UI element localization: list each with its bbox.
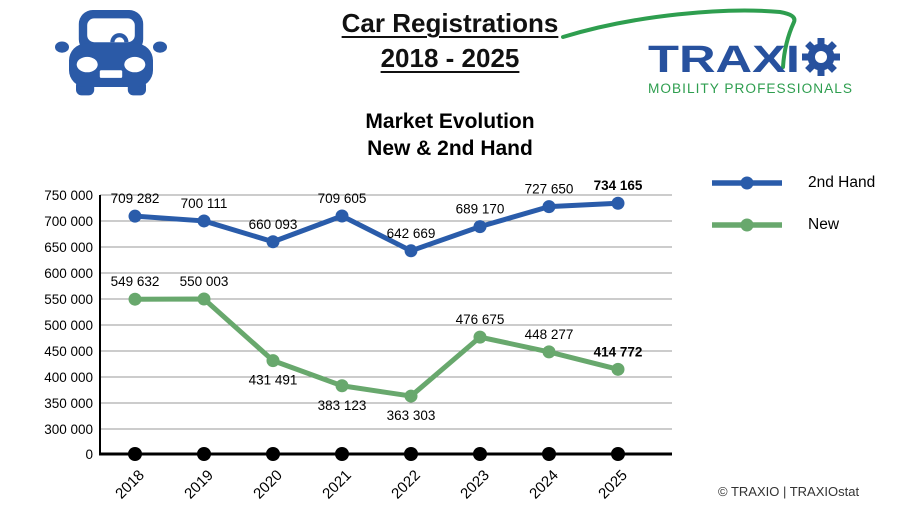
baseline-marker <box>197 447 211 461</box>
y-axis-tick-label: 450 000 <box>44 344 93 359</box>
chart-title-line1: Market Evolution <box>365 110 535 133</box>
legend-swatch-new <box>712 218 782 232</box>
page-title-line1: Car Registrations <box>341 8 559 38</box>
data-point <box>197 214 211 228</box>
legend-swatch-2nd-hand <box>712 176 782 190</box>
x-axis-tick-label: 2023 <box>457 467 493 503</box>
data-point <box>473 330 487 344</box>
data-point-label: 431 491 <box>249 373 298 388</box>
data-point <box>335 209 349 223</box>
data-point <box>197 292 211 306</box>
data-point-label: 383 123 <box>318 398 367 413</box>
data-point <box>542 200 556 214</box>
chart-title: Market Evolution New & 2nd Hand <box>0 108 900 163</box>
data-point <box>404 389 418 403</box>
data-point-label: 549 632 <box>111 274 160 289</box>
data-point <box>266 354 280 368</box>
data-point-label: 700 111 <box>181 196 228 211</box>
data-point <box>335 379 349 393</box>
x-axis-tick-label: 2019 <box>181 467 217 503</box>
data-point <box>128 292 142 306</box>
series-line-2nd-hand <box>132 200 621 254</box>
data-point-label: 709 282 <box>111 191 160 206</box>
data-point-label: 709 605 <box>318 191 367 206</box>
y-axis-tick-label: 400 000 <box>44 370 93 385</box>
copyright-text: © TRAXIO | TRAXIOstat <box>718 484 860 499</box>
car-icon <box>55 10 167 96</box>
gear-icon <box>802 38 840 76</box>
baseline-marker <box>335 447 349 461</box>
data-point <box>611 362 625 376</box>
baseline-marker <box>473 447 487 461</box>
data-point <box>128 209 142 223</box>
line-chart-plot: 750 000 700 000 650 000 600 000 550 000 500 0… <box>44 178 672 503</box>
y-axis-tick-label: 700 000 <box>44 214 93 229</box>
car-icon-shapes <box>55 10 167 96</box>
chart-legend: 2nd Hand New <box>710 172 875 256</box>
data-point <box>404 244 418 258</box>
y-axis-tick-label: 650 000 <box>44 240 93 255</box>
baseline-marker <box>266 447 280 461</box>
data-point-label: 414 772 <box>594 344 643 359</box>
y-axis-tick-label: 300 000 <box>44 422 93 437</box>
y-axis-tick-label: 750 000 <box>44 188 93 203</box>
data-point-label: 734 165 <box>594 178 643 193</box>
x-axis-tick-label: 2022 <box>388 467 424 503</box>
y-axis-tick-label: 600 000 <box>44 266 93 281</box>
x-axis-tick-label: 2024 <box>526 467 562 503</box>
logo-swoosh-icon <box>561 8 797 69</box>
data-point <box>542 345 556 359</box>
page-title-line2: 2018 - 2025 <box>380 43 520 74</box>
y-axis-tick-label: 0 <box>85 447 93 462</box>
data-point-label: 689 170 <box>456 202 505 217</box>
page-title: Car Registrations 2018 - 2025 <box>280 6 620 76</box>
x-axis-tick-label: 2021 <box>319 467 355 503</box>
baseline-marker <box>542 447 556 461</box>
data-point <box>473 220 487 234</box>
logo-tagline: MOBILITY PROFESSIONALS <box>648 81 853 96</box>
x-axis-tick-label: 2020 <box>250 467 286 503</box>
baseline-marker <box>404 447 418 461</box>
y-axis-tick-label: 550 000 <box>44 292 93 307</box>
y-axis-tick-label: 500 000 <box>44 318 93 333</box>
baseline-marker <box>611 447 625 461</box>
legend-label-new: New <box>808 216 840 233</box>
x-axis-tick-label: 2018 <box>112 467 148 503</box>
chart-title-line2: New & 2nd Hand <box>367 137 533 161</box>
data-point-label: 660 093 <box>249 217 298 232</box>
x-axis-tick-label: 2025 <box>595 467 631 503</box>
data-point-label: 550 003 <box>180 274 229 289</box>
data-point-label: 363 303 <box>387 408 436 423</box>
legend-entry-2nd-hand: 2nd Hand <box>710 172 875 194</box>
series-line-new <box>132 296 621 399</box>
traxio-logo: TRAXI MOBILITY PROFESSIONALS <box>561 8 853 96</box>
data-point-label: 727 650 <box>525 182 574 197</box>
data-point-label: 448 277 <box>525 327 574 342</box>
legend-label-2nd-hand: 2nd Hand <box>808 174 876 191</box>
data-point <box>611 196 625 210</box>
legend-entry-new: New <box>710 214 875 236</box>
logo-brand-text: TRAXI <box>648 39 800 81</box>
data-point-label: 476 675 <box>456 312 505 327</box>
data-point-label: 642 669 <box>387 226 436 241</box>
baseline-marker <box>128 447 142 461</box>
data-point <box>266 235 280 249</box>
y-axis-tick-label: 350 000 <box>44 396 93 411</box>
